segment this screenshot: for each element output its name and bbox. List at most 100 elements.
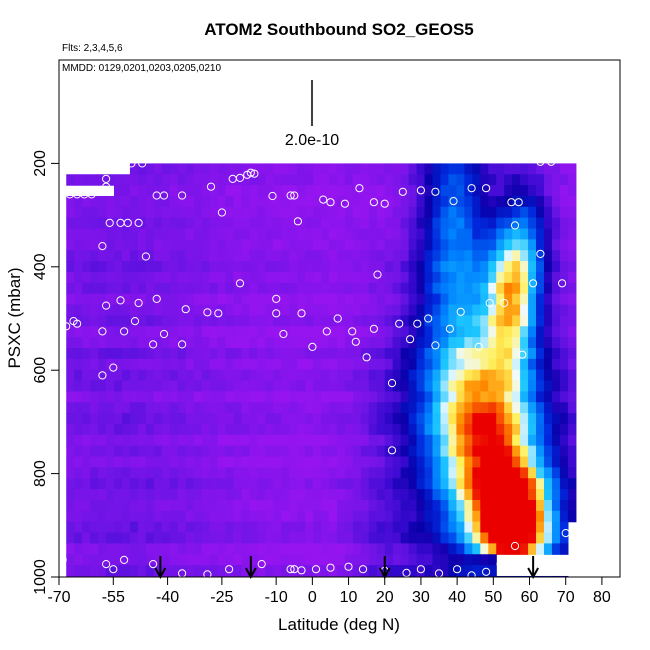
heat-cell (559, 369, 569, 382)
heat-cell (392, 532, 402, 544)
heat-cell (536, 467, 545, 479)
heat-cell (392, 174, 402, 186)
sample-marker (178, 191, 187, 200)
heat-cell (106, 217, 115, 230)
heat-cell (289, 369, 298, 382)
heat-cell (161, 304, 171, 316)
heat-cell (536, 326, 545, 338)
heat-cell (161, 575, 171, 577)
heat-cell (392, 554, 402, 566)
heat-cell (448, 195, 457, 208)
heat-cell (360, 521, 370, 534)
heat-cell (448, 445, 457, 458)
heat-cell (313, 282, 322, 295)
heat-cell (504, 217, 513, 230)
heat-cell (249, 239, 258, 251)
sample-marker (102, 301, 111, 310)
heat-cell (440, 185, 450, 197)
heat-cell (321, 217, 330, 230)
heat-cell (265, 228, 274, 240)
heat-cell (106, 358, 115, 371)
heat-cell (551, 489, 561, 501)
heat-cell (472, 543, 481, 555)
heat-cell (313, 239, 322, 251)
heat-cell (193, 217, 203, 230)
heat-cell (121, 423, 131, 436)
heat-cell (480, 228, 489, 240)
heat-cell (289, 380, 298, 392)
heat-cell (360, 293, 370, 306)
sample-marker (250, 169, 259, 178)
heat-cell (129, 413, 139, 425)
heat-cell (464, 337, 473, 349)
heat-cell (496, 402, 505, 414)
heat-cell (257, 532, 266, 544)
heat-cell (241, 575, 250, 577)
heat-cell (336, 554, 346, 566)
sample-marker (105, 218, 114, 227)
heat-cell (440, 315, 450, 327)
sample-marker (109, 565, 118, 574)
heat-cell (281, 499, 290, 512)
heat-cell (289, 391, 298, 403)
heat-cell (321, 250, 330, 262)
heat-cell (329, 347, 338, 360)
heat-cell (567, 185, 577, 197)
heat-cell (352, 282, 362, 295)
heat-cell (297, 445, 306, 458)
heat-cell (225, 250, 235, 262)
heat-cell (424, 575, 434, 577)
heat-cell (472, 402, 481, 414)
heat-cell (480, 185, 489, 197)
heat-cell (114, 543, 123, 555)
heat-cell (273, 434, 282, 447)
heat-cell (233, 510, 243, 523)
heat-cell (241, 195, 250, 208)
heat-cell (273, 228, 282, 240)
heat-cell (209, 185, 219, 197)
heat-cell (488, 423, 497, 436)
heat-cell (520, 185, 529, 197)
heat-cell (400, 326, 410, 338)
heat-cell (129, 369, 139, 382)
heat-cell (360, 271, 370, 284)
heat-cell (265, 304, 274, 316)
heat-cell (106, 337, 115, 349)
heat-cell (448, 423, 457, 436)
heat-cell (193, 565, 203, 577)
heat-cell (543, 521, 553, 534)
heat-cell (273, 489, 282, 501)
heat-cell (161, 434, 171, 447)
heat-cell (217, 423, 227, 436)
heat-cell (376, 467, 386, 479)
heat-cell (161, 239, 171, 251)
heat-cell (536, 423, 545, 436)
heat-cell (201, 434, 211, 447)
heat-cell (249, 185, 258, 197)
heat-cell (137, 163, 147, 175)
heat-cell (305, 445, 314, 458)
heat-cell (392, 239, 402, 251)
heat-cell (217, 185, 227, 197)
heat-cell (153, 185, 163, 197)
heat-cell (520, 304, 529, 316)
heat-cell (185, 239, 195, 251)
heat-cell (480, 543, 489, 555)
heat-cell (185, 293, 195, 306)
heat-cell (536, 391, 545, 403)
scale-label: 2.0e-10 (285, 132, 339, 149)
heat-cell (424, 467, 434, 479)
heat-cell (384, 413, 394, 425)
heat-cell (559, 413, 569, 425)
heat-cell (90, 565, 99, 577)
heat-cell (400, 532, 410, 544)
sample-marker (467, 184, 476, 193)
heat-cell (368, 239, 378, 251)
heat-cell (137, 489, 147, 501)
heat-cell (352, 261, 362, 273)
heat-cell (432, 228, 442, 240)
sample-marker (431, 341, 440, 350)
heat-cell (305, 271, 314, 284)
heat-cell (480, 250, 489, 262)
heat-cell (241, 391, 250, 403)
